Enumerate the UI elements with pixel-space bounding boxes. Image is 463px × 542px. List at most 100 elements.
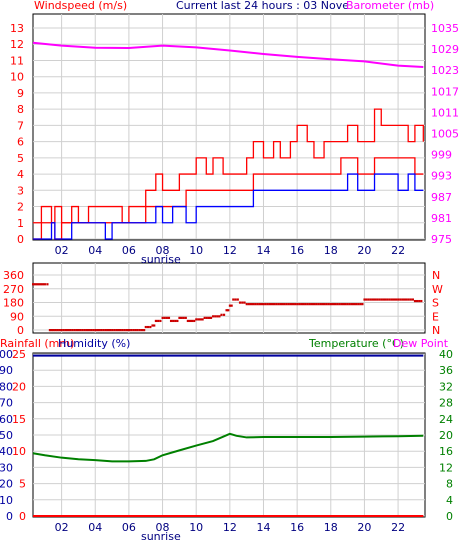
direction-y-tick-label: 270 bbox=[3, 283, 24, 296]
direction-point bbox=[184, 316, 187, 319]
direction-point bbox=[214, 315, 217, 318]
direction-point bbox=[96, 329, 99, 332]
direction-point bbox=[62, 329, 65, 332]
temperature-y-tick-label: 32 bbox=[439, 380, 453, 393]
barometer-y-tick-label: 1017 bbox=[431, 85, 459, 98]
direction-point bbox=[420, 299, 423, 303]
direction-point bbox=[195, 318, 198, 321]
direction-point bbox=[146, 325, 150, 329]
direction-point bbox=[143, 329, 146, 332]
direction-point bbox=[161, 316, 164, 319]
direction-point bbox=[115, 329, 118, 332]
direction-y-tick-label: 360 bbox=[3, 269, 24, 282]
temperature-y-tick-label: 12 bbox=[439, 461, 453, 474]
wind-y-tick-label: 13 bbox=[10, 22, 24, 35]
direction-point bbox=[144, 325, 147, 329]
barometer-y-tick-label: 987 bbox=[431, 191, 452, 204]
dewpoint-axis-title: Dew Point bbox=[393, 337, 449, 350]
barometer-y-tick-label: 981 bbox=[431, 212, 452, 225]
direction-point bbox=[376, 298, 379, 301]
direction-point bbox=[401, 298, 404, 301]
direction-point bbox=[344, 303, 347, 306]
direction-point bbox=[199, 318, 202, 321]
wind-y-tick-label: 2 bbox=[17, 201, 24, 214]
direction-point bbox=[216, 315, 219, 318]
humidity-y-tick-label: 90 bbox=[0, 364, 13, 377]
direction-point bbox=[83, 329, 86, 332]
direction-point bbox=[130, 329, 133, 332]
direction-point bbox=[132, 329, 135, 332]
direction-point bbox=[182, 316, 185, 319]
direction-point bbox=[308, 303, 311, 306]
direction-point bbox=[251, 303, 255, 306]
direction-point bbox=[388, 298, 391, 301]
direction-point bbox=[100, 329, 103, 332]
direction-point bbox=[232, 298, 235, 301]
direction-point bbox=[359, 303, 362, 306]
direction-point bbox=[66, 329, 70, 332]
temperature-y-tick-label: 36 bbox=[439, 364, 453, 377]
direction-point bbox=[71, 329, 74, 332]
direction-point bbox=[92, 329, 95, 332]
direction-point bbox=[245, 303, 248, 306]
direction-point bbox=[69, 329, 72, 332]
wind-y-tick-label: 5 bbox=[17, 152, 24, 165]
direction-point bbox=[234, 298, 237, 301]
direction-point bbox=[357, 303, 360, 306]
barometer-y-tick-label: 1011 bbox=[431, 106, 459, 119]
direction-point bbox=[331, 303, 335, 306]
direction-point bbox=[227, 309, 230, 312]
direction-point bbox=[336, 303, 339, 306]
humidity-y-tick-label: 80 bbox=[0, 380, 13, 393]
direction-point bbox=[39, 283, 43, 286]
wind-y-tick-label: 0 bbox=[17, 233, 24, 246]
temperature-y-tick-label: 0 bbox=[446, 510, 453, 523]
direction-point bbox=[140, 329, 144, 332]
direction-point bbox=[165, 316, 168, 319]
temp-x-tick-label: 16 bbox=[290, 521, 304, 534]
direction-point bbox=[186, 319, 189, 323]
temperature-y-tick-label: 20 bbox=[439, 429, 453, 442]
temperature-y-tick-label: 40 bbox=[439, 348, 453, 361]
temperature-y-tick-label: 4 bbox=[446, 494, 453, 507]
wind-x-tick-label: 18 bbox=[324, 244, 338, 257]
direction-point bbox=[48, 329, 52, 332]
direction-point bbox=[46, 283, 49, 286]
direction-point bbox=[90, 329, 93, 332]
direction-point bbox=[241, 301, 244, 304]
barometer-series-line bbox=[32, 41, 424, 69]
temperature-series-line bbox=[32, 432, 424, 463]
wind-x-tick-label: 04 bbox=[88, 244, 102, 257]
direction-point bbox=[64, 329, 68, 332]
wind-y-tick-label: 12 bbox=[10, 38, 24, 51]
direction-point bbox=[352, 303, 356, 306]
direction-point bbox=[413, 299, 417, 303]
compass-tick-label: W bbox=[432, 283, 443, 296]
direction-point bbox=[270, 303, 274, 306]
direction-point bbox=[87, 329, 91, 332]
direction-point bbox=[371, 298, 375, 301]
direction-point bbox=[212, 315, 215, 318]
direction-point bbox=[392, 298, 396, 301]
direction-point bbox=[268, 303, 271, 306]
wind-x-tick-label: 06 bbox=[122, 244, 136, 257]
rainfall-axis-title: Rainfall (mm) bbox=[0, 337, 74, 350]
direction-point bbox=[153, 324, 156, 327]
direction-point bbox=[273, 303, 276, 306]
direction-point bbox=[180, 316, 183, 319]
direction-point bbox=[121, 329, 124, 332]
direction-point bbox=[178, 316, 181, 319]
direction-point bbox=[260, 303, 263, 306]
direction-point bbox=[281, 303, 284, 306]
direction-point bbox=[58, 329, 61, 332]
humidity-y-tick-label: 40 bbox=[0, 445, 13, 458]
direction-point bbox=[188, 319, 192, 323]
windspeed-axis-title: Windspeed (m/s) bbox=[34, 0, 127, 12]
direction-point bbox=[81, 329, 84, 332]
direction-point bbox=[127, 329, 131, 332]
direction-y-tick-label: 0 bbox=[17, 324, 24, 337]
wind-y-tick-label: 3 bbox=[17, 184, 24, 197]
direction-point bbox=[304, 303, 307, 306]
direction-point bbox=[338, 303, 341, 306]
